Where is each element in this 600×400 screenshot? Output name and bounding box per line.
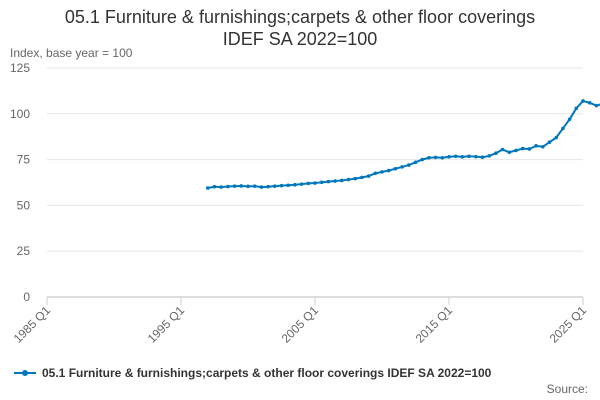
data-point [380, 170, 384, 174]
data-point [453, 154, 458, 159]
y-axis-ticks: 0 25 50 75 100 125 [10, 61, 30, 304]
data-point [306, 181, 311, 186]
data-point [514, 148, 518, 153]
data-point [360, 175, 364, 180]
x-tick-label: 1995 Q1 [145, 303, 188, 346]
series-group [206, 99, 600, 190]
data-point [386, 168, 391, 173]
data-point [534, 144, 538, 148]
data-point [420, 157, 425, 162]
data-point [232, 184, 237, 188]
y-tick-label: 25 [17, 244, 31, 258]
data-point [494, 151, 498, 155]
data-point [239, 184, 244, 188]
data-point [587, 101, 592, 105]
data-point [460, 155, 465, 159]
data-point [226, 184, 230, 189]
data-point [474, 154, 478, 159]
data-point [427, 155, 431, 160]
data-point [594, 103, 599, 108]
data-point [286, 183, 291, 188]
y-axis-label: Index, base year = 100 [10, 46, 133, 60]
data-point [407, 163, 411, 167]
chart-title-line-1: 05.1 Furniture & furnishings;carpets & o… [64, 7, 536, 27]
y-tick-label: 50 [17, 198, 31, 212]
data-point [480, 155, 485, 160]
data-point [574, 106, 579, 111]
data-point [266, 184, 270, 189]
source-label[interactable]: Source: [546, 382, 588, 396]
data-point [273, 184, 277, 188]
data-point [447, 155, 451, 159]
data-point [581, 99, 585, 103]
data-point [293, 182, 297, 187]
data-point [366, 174, 371, 178]
data-point [561, 126, 565, 131]
data-point [246, 184, 250, 189]
data-point [279, 183, 284, 188]
data-point [554, 135, 558, 140]
data-point [353, 176, 358, 181]
data-point [252, 184, 257, 188]
data-point [333, 179, 337, 183]
data-point [440, 155, 445, 160]
data-point [541, 144, 545, 149]
data-point [520, 146, 525, 151]
data-point [393, 166, 398, 171]
data-point [507, 150, 512, 155]
x-axis: 1985 Q1 1995 Q1 2005 Q1 2015 Q1 2025 Q1 [11, 297, 590, 346]
x-tick-label: 1985 Q1 [11, 303, 54, 346]
y-tick-label: 75 [17, 153, 31, 167]
legend[interactable]: 05.1 Furniture & furnishings;carpets & o… [14, 366, 491, 380]
y-tick-label: 0 [23, 290, 30, 304]
x-tick-label: 2015 Q1 [413, 303, 456, 346]
data-point [433, 155, 438, 160]
data-point [487, 154, 492, 158]
data-point [313, 181, 317, 185]
legend-label: 05.1 Furniture & furnishings;carpets & o… [42, 366, 492, 380]
y-tick-label: 100 [10, 107, 30, 121]
data-point [206, 186, 210, 190]
data-point [259, 185, 264, 189]
data-point [527, 147, 532, 151]
data-point [212, 184, 217, 189]
chart-title: 05.1 Furniture & furnishings;carpets & o… [0, 6, 600, 50]
data-point [299, 182, 304, 186]
data-point [400, 165, 404, 169]
legend-swatch-icon [14, 367, 36, 379]
data-point [340, 178, 344, 183]
data-point [567, 117, 572, 122]
data-point [346, 177, 351, 182]
data-point [326, 179, 331, 184]
data-point [413, 160, 418, 165]
x-tick-label: 2005 Q1 [279, 303, 322, 346]
chart-title-line-2: IDEF SA 2022=100 [222, 29, 378, 49]
data-point [219, 185, 223, 189]
x-tick-label: 2025 Q1 [547, 303, 590, 346]
data-point [373, 171, 378, 176]
data-point [319, 180, 324, 185]
data-point [500, 147, 505, 152]
data-point [547, 140, 552, 144]
y-tick-label: 125 [10, 61, 30, 75]
data-point [467, 154, 471, 159]
